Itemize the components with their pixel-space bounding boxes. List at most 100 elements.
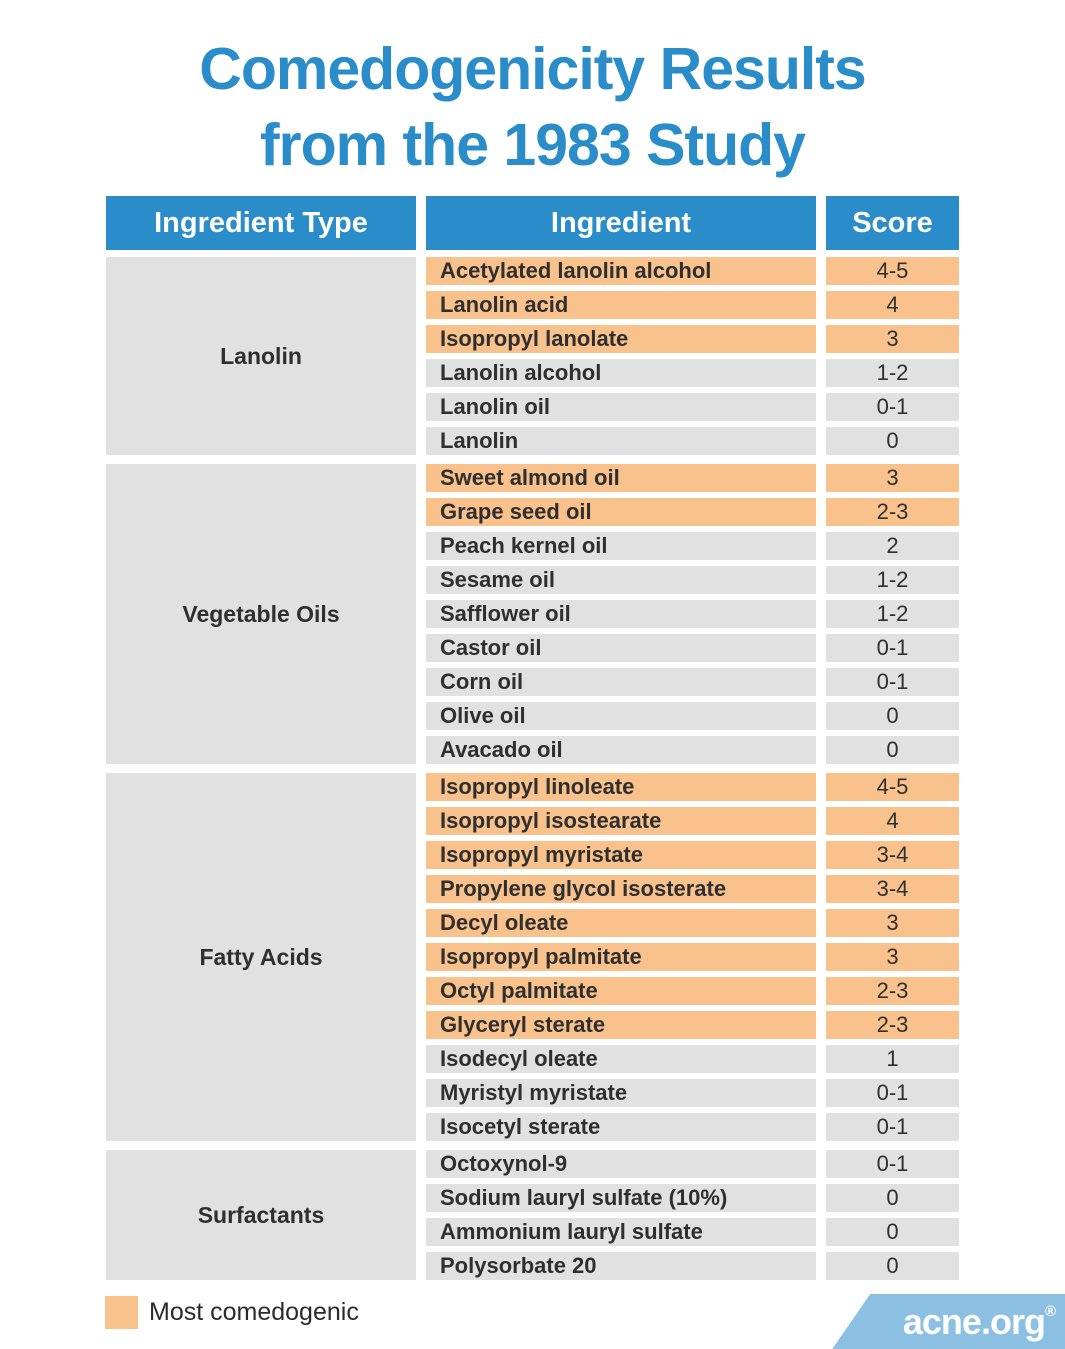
ingredient-cell: Castor oil [426,634,816,663]
score-cell: 0-1 [826,1113,959,1142]
legend: Most comedogenic [105,1296,1065,1330]
header-ingredient: Ingredient [426,196,816,251]
ingredient-cell: Ammonium lauryl sulfate [426,1218,816,1247]
table-row: Sweet almond oil 3 [426,464,959,493]
table-row: Isopropyl myristate 3-4 [426,841,959,870]
table-row: Decyl oleate 3 [426,909,959,938]
table-row: Ammonium lauryl sulfate 0 [426,1218,959,1247]
ingredient-cell: Isodecyl oleate [426,1045,816,1074]
ingredient-cell: Lanolin [426,427,816,456]
table-row: Lanolin oil 0-1 [426,393,959,422]
table-row: Lanolin 0 [426,427,959,456]
table-row: Avacado oil 0 [426,736,959,765]
score-cell: 0 [826,1252,959,1281]
ingredient-cell: Lanolin acid [426,291,816,320]
table-row: Isodecyl oleate 1 [426,1045,959,1074]
table-row: Lanolin acid 4 [426,291,959,320]
score-cell: 0 [826,702,959,731]
section-rows: Isopropyl linoleate 4-5 Isopropyl isostear… [426,773,959,1142]
ingredient-cell: Octoxynol-9 [426,1150,816,1179]
acne-org-logo-text: acne.org® [902,1300,1056,1343]
table-row: Corn oil 0-1 [426,668,959,697]
table-row: Isocetyl sterate 0-1 [426,1113,959,1142]
ingredient-cell: Isopropyl myristate [426,841,816,870]
ingredient-cell: Isopropyl linoleate [426,773,816,802]
score-cell: 3 [826,909,959,938]
ingredient-cell: Isocetyl sterate [426,1113,816,1142]
score-cell: 0-1 [826,668,959,697]
table-row: Polysorbate 20 0 [426,1252,959,1281]
table-row: Grape seed oil 2-3 [426,498,959,527]
ingredient-cell: Decyl oleate [426,909,816,938]
score-cell: 2-3 [826,977,959,1006]
ingredient-cell: Propylene glycol isosterate [426,875,816,904]
score-cell: 0-1 [826,1150,959,1179]
ingredient-cell: Olive oil [426,702,816,731]
score-cell: 0 [826,1184,959,1213]
score-cell: 4-5 [826,773,959,802]
score-cell: 3-4 [826,841,959,870]
table-section: Lanolin Acetylated lanolin alcohol 4-5 Lano… [106,257,959,456]
ingredient-cell: Safflower oil [426,600,816,629]
table-row: Octyl palmitate 2-3 [426,977,959,1006]
ingredient-cell: Sodium lauryl sulfate (10%) [426,1184,816,1213]
score-cell: 0-1 [826,1079,959,1108]
table-header-row: Ingredient Type Ingredient Score [106,196,959,251]
table-row: Sesame oil 1-2 [426,566,959,595]
page-title: Comedogenicity Results from the 1983 Stu… [0,0,1065,183]
section-rows: Sweet almond oil 3 Grape seed oil 2-3 Peach … [426,464,959,765]
legend-swatch-most-comedogenic [105,1296,138,1330]
ingredient-cell: Acetylated lanolin alcohol [426,257,816,286]
table-row: Isopropyl palmitate 3 [426,943,959,972]
score-cell: 1 [826,1045,959,1074]
ingredient-cell: Sesame oil [426,566,816,595]
score-cell: 4-5 [826,257,959,286]
score-cell: 2-3 [826,1011,959,1040]
table-row: Isopropyl lanolate 3 [426,325,959,354]
table-row: Castor oil 0-1 [426,634,959,663]
acne-org-logo: acne.org® [832,1294,1065,1349]
section-rows: Octoxynol-9 0-1 Sodium lauryl sulfate (10%… [426,1150,959,1281]
table-body: Lanolin Acetylated lanolin alcohol 4-5 Lano… [106,257,959,1281]
ingredient-cell: Lanolin oil [426,393,816,422]
ingredient-cell: Isopropyl isostearate [426,807,816,836]
page-title-line2: from the 1983 Study [260,111,806,178]
ingredient-type-cell: Surfactants [106,1150,416,1281]
table-section: Vegetable Oils Sweet almond oil 3 Grape see… [106,464,959,765]
table-row: Propylene glycol isosterate 3-4 [426,875,959,904]
table-row: Isopropyl linoleate 4-5 [426,773,959,802]
ingredient-cell: Isopropyl palmitate [426,943,816,972]
ingredient-cell: Grape seed oil [426,498,816,527]
legend-label: Most comedogenic [149,1298,359,1327]
ingredient-cell: Lanolin alcohol [426,359,816,388]
table-row: Olive oil 0 [426,702,959,731]
score-cell: 1-2 [826,600,959,629]
table-row: Peach kernel oil 2 [426,532,959,561]
table-section: Surfactants Octoxynol-9 0-1 Sodium lauryl s… [106,1150,959,1281]
table-row: Safflower oil 1-2 [426,600,959,629]
score-cell: 2 [826,532,959,561]
table-row: Lanolin alcohol 1-2 [426,359,959,388]
ingredient-cell: Myristyl myristate [426,1079,816,1108]
score-cell: 3 [826,464,959,493]
table-row: Glyceryl sterate 2-3 [426,1011,959,1040]
score-cell: 3 [826,943,959,972]
ingredient-cell: Polysorbate 20 [426,1252,816,1281]
header-score: Score [826,196,959,251]
score-cell: 0 [826,1218,959,1247]
logo-wordmark: acne.org [902,1300,1046,1342]
score-cell: 3 [826,325,959,354]
ingredient-cell: Glyceryl sterate [426,1011,816,1040]
ingredient-cell: Avacado oil [426,736,816,765]
score-cell: 3-4 [826,875,959,904]
score-cell: 0 [826,427,959,456]
score-cell: 0-1 [826,634,959,663]
ingredient-cell: Corn oil [426,668,816,697]
page-title-line1: Comedogenicity Results [199,36,866,102]
score-cell: 2-3 [826,498,959,527]
ingredient-cell: Isopropyl lanolate [426,325,816,354]
score-cell: 4 [826,291,959,320]
ingredient-cell: Peach kernel oil [426,532,816,561]
score-cell: 0-1 [826,393,959,422]
